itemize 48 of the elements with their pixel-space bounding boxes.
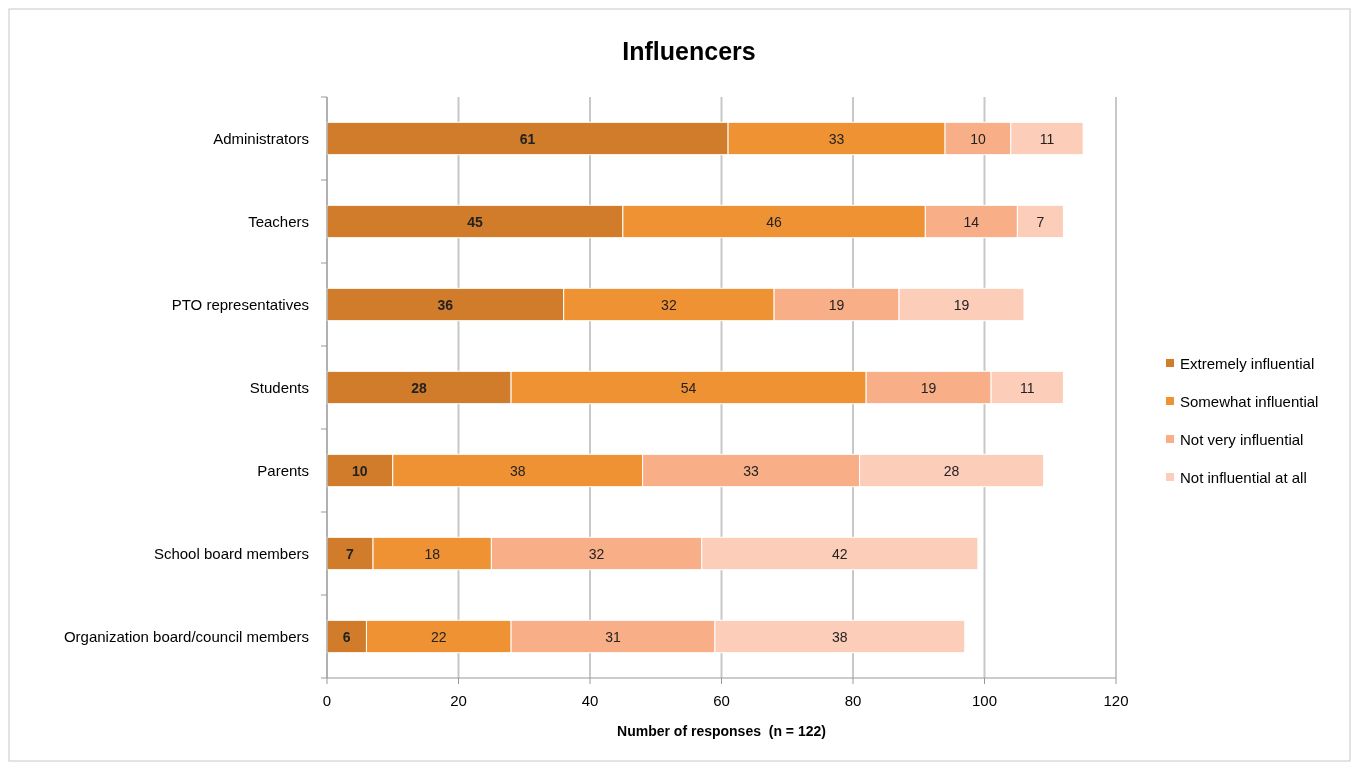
data-label: 31: [605, 628, 622, 645]
data-label: 61: [519, 130, 536, 147]
data-label: 6: [342, 628, 351, 645]
y-tick-label: Organization board/council members: [63, 627, 309, 645]
y-tick-label: Teachers: [248, 212, 309, 230]
data-label: 38: [509, 462, 526, 479]
x-tick-label: 100: [971, 692, 998, 709]
data-label: 45: [467, 213, 483, 230]
data-label: 32: [588, 545, 605, 562]
legend-label: Somewhat influential: [1180, 393, 1319, 410]
data-label: 28: [943, 462, 960, 479]
legend-label: Not influential at all: [1180, 469, 1307, 486]
data-label: 10: [352, 462, 368, 479]
x-axis-title: Number of responses (n = 122): [617, 723, 826, 739]
x-tick-label: 0: [322, 692, 332, 709]
x-tick-label: 20: [450, 692, 467, 709]
data-label: 33: [743, 462, 760, 479]
data-label: 11: [1019, 379, 1035, 396]
y-tick-label: School board members: [153, 544, 309, 562]
data-label: 33: [828, 130, 845, 147]
data-label: 38: [832, 628, 848, 645]
data-label: 19: [828, 296, 845, 313]
data-label: 32: [661, 296, 677, 313]
x-tick-label: 40: [581, 692, 599, 709]
x-tick-label: 80: [844, 692, 862, 709]
data-label: 46: [766, 213, 783, 230]
data-label: 19: [953, 296, 970, 313]
y-tick-label: Administrators: [213, 129, 309, 147]
data-label: 22: [430, 628, 447, 645]
y-tick-label: Parents: [257, 461, 309, 479]
data-label: 54: [680, 379, 697, 396]
legend-label: Extremely influential: [1180, 355, 1315, 372]
data-label: 42: [832, 545, 848, 562]
data-label: 19: [920, 379, 937, 396]
y-tick-label: PTO representatives: [171, 295, 309, 313]
chart-title: Influencers: [622, 37, 756, 65]
data-label: 28: [411, 379, 428, 396]
x-tick-label: 60: [713, 692, 730, 709]
data-label: 7: [1036, 213, 1045, 230]
legend-label: Not very influential: [1180, 431, 1304, 448]
x-tick-label: 120: [1103, 692, 1129, 709]
data-label: 11: [1039, 130, 1055, 147]
data-label: 7: [346, 545, 355, 562]
data-label: 10: [970, 130, 986, 147]
data-label: 36: [437, 296, 454, 313]
y-tick-label: Students: [249, 378, 309, 396]
data-label: 14: [963, 213, 980, 230]
data-label: 18: [424, 545, 441, 562]
